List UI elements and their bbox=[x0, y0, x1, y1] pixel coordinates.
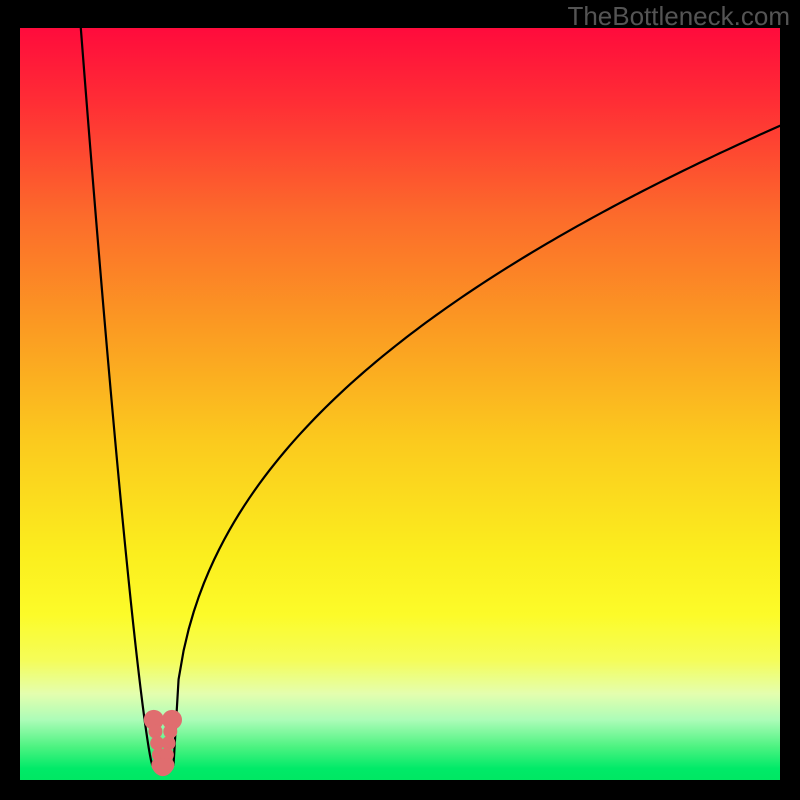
watermark-text: TheBottleneck.com bbox=[567, 1, 790, 31]
valley-marker-link bbox=[158, 765, 167, 769]
chart-svg: TheBottleneck.com bbox=[0, 0, 800, 800]
gradient-background bbox=[20, 28, 780, 780]
bottleneck-chart: TheBottleneck.com bbox=[0, 0, 800, 800]
